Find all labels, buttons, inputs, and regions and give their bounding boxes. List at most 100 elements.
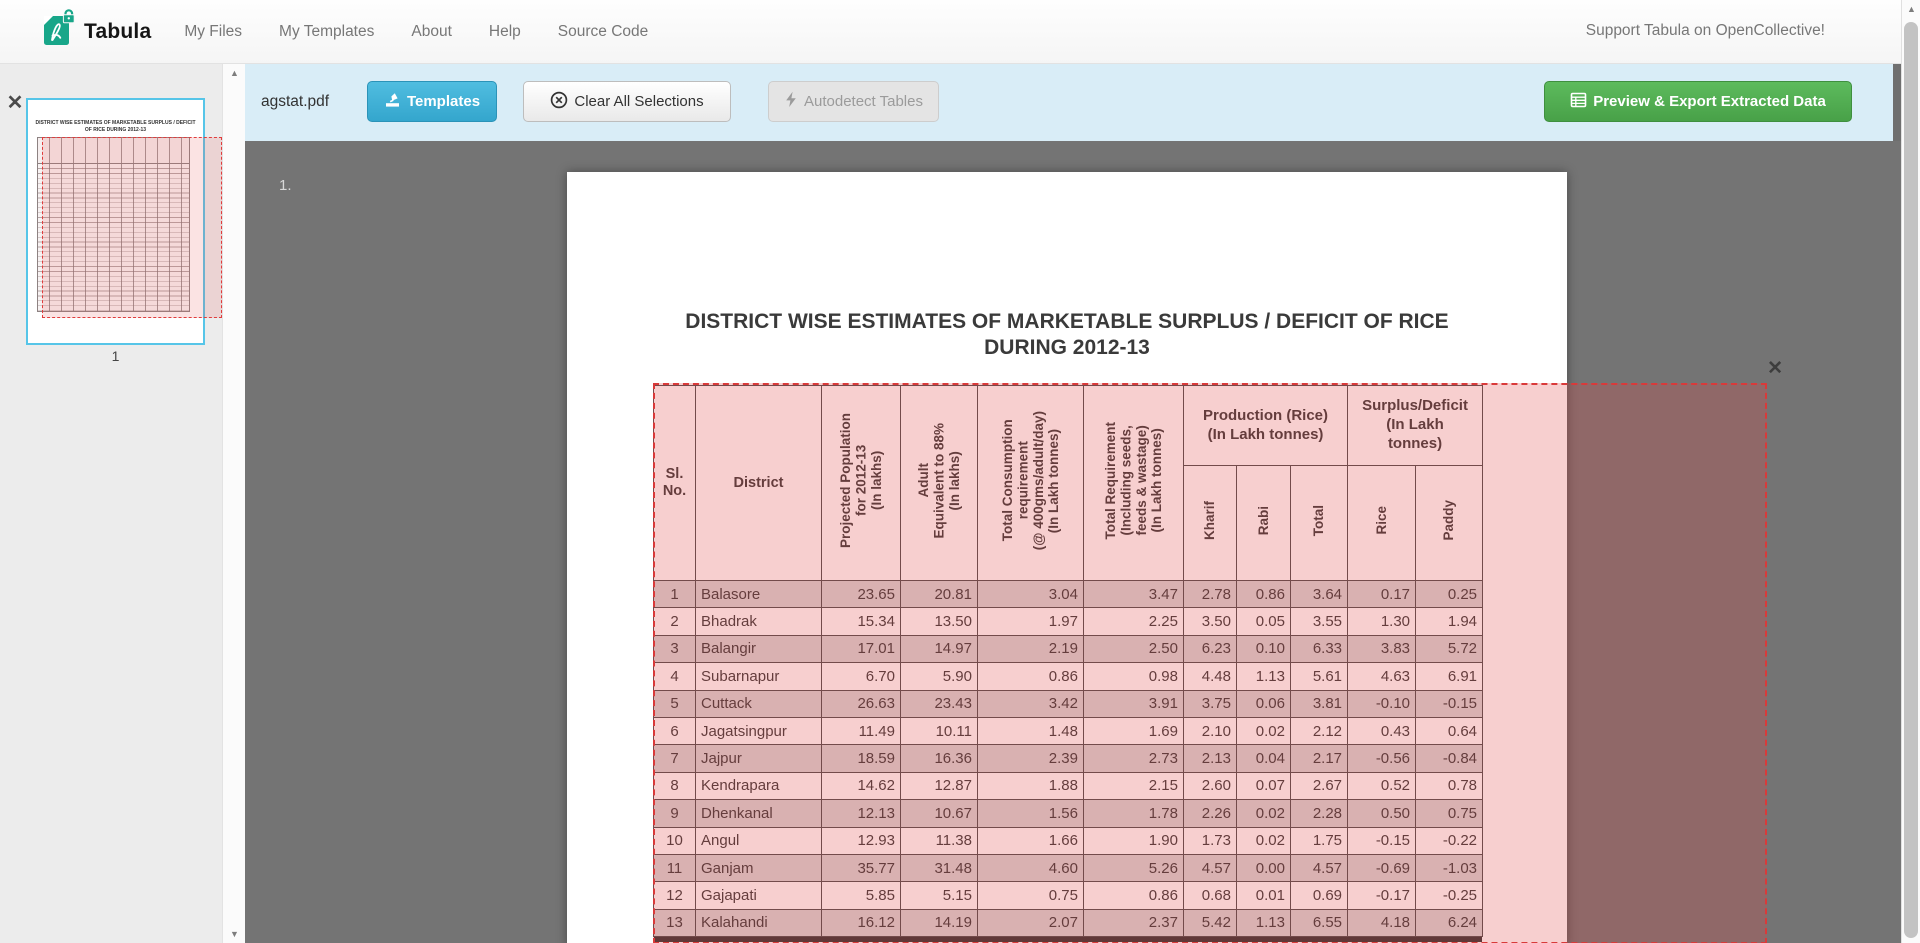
table-cell: 0.86 [977, 662, 1084, 691]
table-cell: 4 [653, 662, 696, 691]
table-cell: 5.26 [1083, 853, 1184, 883]
nav-menu: My Files My Templates About Help Source … [184, 23, 648, 41]
document-title-line1: DISTRICT WISE ESTIMATES OF MARKETABLE SU… [685, 310, 1449, 333]
table-cell: 2.13 [1183, 744, 1237, 773]
table-cell: 0.75 [977, 881, 1084, 910]
column-header-total-requirement: Total Requirement (Including seeds, feed… [1083, 385, 1184, 581]
table-cell: 3.81 [1289, 689, 1349, 718]
table-cell: 6 [653, 716, 696, 746]
table-cell: 0.17 [1347, 579, 1417, 609]
table-cell: 10 [653, 826, 696, 855]
table-cell: 2.67 [1289, 771, 1349, 801]
sidebar-scrollbar[interactable]: ▲ ▼ [222, 64, 245, 943]
table-cell: 26.63 [821, 689, 901, 718]
table-cell: 6.91 [1415, 662, 1484, 691]
table-cell: 3.42 [977, 689, 1084, 718]
nav-item-my-templates[interactable]: My Templates [279, 22, 375, 40]
table-cell: 3 [653, 634, 696, 664]
table-cell: 11.38 [900, 826, 978, 855]
table-cell: 4.57 [1289, 853, 1349, 883]
column-header-rice: Rice [1347, 465, 1417, 581]
table-cell: 9 [653, 799, 696, 828]
autodetect-button-label: Autodetect Tables [804, 93, 923, 110]
table-cell: Bhadrak [695, 607, 822, 636]
export-button-label: Preview & Export Extracted Data [1593, 93, 1826, 110]
nav-item-help[interactable]: Help [488, 22, 521, 40]
table-cell: 0.52 [1347, 771, 1417, 801]
table-cell: 4.60 [977, 853, 1084, 883]
table-cell: 10.11 [900, 716, 978, 746]
table-cell: 4.18 [1347, 908, 1417, 938]
column-header-projected-population: Projected Population for 2012-13 (In lak… [821, 385, 901, 581]
table-cell: 0.06 [1236, 689, 1291, 718]
clear-button-label: Clear All Selections [574, 93, 704, 110]
table-cell: 0.00 [1236, 853, 1291, 883]
table-cell: 6.70 [821, 662, 901, 691]
table-cell: 1.97 [977, 607, 1084, 636]
sidebar-scroll-down-icon[interactable]: ▼ [230, 929, 239, 939]
table-selection-overlay[interactable]: ✕ [653, 358, 1783, 943]
table-cell: 11.49 [821, 716, 901, 746]
table-cell: 2.60 [1183, 771, 1237, 801]
window-scroll-up-icon[interactable]: ▲ [1907, 4, 1916, 14]
table-cell: Angul [695, 826, 822, 855]
sidebar-scroll-up-icon[interactable]: ▲ [230, 68, 239, 78]
table-row: 6 Jagatsingpur 11.49 10.11 1.48 1.69 2.10 0.02 2… [653, 716, 1484, 746]
table-cell: Jagatsingpur [695, 716, 822, 746]
table-cell: 12.93 [821, 826, 901, 855]
table-cell: 0.86 [1236, 579, 1291, 609]
table-cell: 18.59 [821, 744, 901, 773]
table-cell: 0.64 [1415, 716, 1484, 746]
table-cell: -0.10 [1347, 689, 1417, 718]
table-cell: 4.57 [1183, 853, 1237, 883]
clear-all-selections-button[interactable]: Clear All Selections [523, 81, 731, 122]
table-cell: 1.88 [977, 771, 1084, 801]
support-link[interactable]: Support Tabula on OpenCollective! [1585, 22, 1825, 39]
column-header-district: District [695, 385, 822, 581]
toolbar: agstat.pdf Templates Clear All Selection… [245, 64, 1893, 141]
table-cell: 0.04 [1236, 744, 1291, 773]
table-cell: 12.87 [900, 771, 978, 801]
remove-page-icon[interactable]: ✕ [6, 92, 24, 114]
window-scrollbar[interactable]: ▲ [1901, 0, 1920, 943]
table-cell: 1.90 [1083, 826, 1184, 855]
open-file-name: agstat.pdf [261, 93, 330, 110]
table-cell: 2.15 [1083, 771, 1184, 801]
table-row: 1 Balasore 23.65 20.81 3.04 3.47 2.78 0.86 3.64 0… [653, 579, 1484, 609]
toolbar-edge-shadow [1893, 64, 1901, 141]
table-cell: -0.15 [1415, 689, 1484, 718]
table-next-row-cutoff [654, 937, 1482, 942]
thumbnail-table-rows [38, 164, 189, 311]
table-cell: 6.23 [1183, 634, 1237, 664]
table-cell: -0.56 [1347, 744, 1417, 773]
table-cell: -0.25 [1415, 881, 1484, 910]
table-cell: 6.24 [1415, 908, 1484, 938]
table-row: 8 Kendrapara 14.62 12.87 1.88 2.15 2.60 0.07 2.6… [653, 771, 1484, 801]
nav-item-about[interactable]: About [411, 22, 452, 40]
column-header-rabi: Rabi [1236, 465, 1291, 581]
table-cell: 1 [653, 579, 696, 609]
window-scrollbar-thumb[interactable] [1904, 22, 1918, 938]
nav-item-source-code[interactable]: Source Code [557, 22, 649, 40]
selection-close-icon[interactable]: ✕ [1767, 358, 1783, 379]
table-cell: 16.12 [821, 908, 901, 938]
table-cell: 8 [653, 771, 696, 801]
table-cell: 23.65 [821, 579, 901, 609]
preview-export-button[interactable]: Preview & Export Extracted Data [1544, 81, 1852, 122]
table-cell: 2.12 [1289, 716, 1349, 746]
table-list-icon [1570, 92, 1587, 112]
table-cell: 14.62 [821, 771, 901, 801]
table-cell: 2 [653, 607, 696, 636]
nav-item-my-files[interactable]: My Files [184, 22, 243, 40]
top-navbar: Tabula My Files My Templates About Help … [0, 0, 1920, 64]
table-row: 13 Kalahandi 16.12 14.19 2.07 2.37 5.42 1.13 6.5… [653, 908, 1484, 938]
table-cell: 11 [653, 853, 696, 883]
table-cell: 0.68 [1183, 881, 1237, 910]
table-cell: 0.02 [1236, 826, 1291, 855]
table-cell: 2.39 [977, 744, 1084, 773]
templates-button-label: Templates [406, 93, 481, 110]
pdf-page[interactable]: DISTRICT WISE ESTIMATES OF MARKETABLE SU… [567, 172, 1567, 943]
templates-button[interactable]: Templates [367, 81, 497, 122]
page-thumbnail[interactable]: DISTRICT WISE ESTIMATES OF MARKETABLE SU… [26, 98, 205, 345]
table-cell: 0.75 [1415, 799, 1484, 828]
